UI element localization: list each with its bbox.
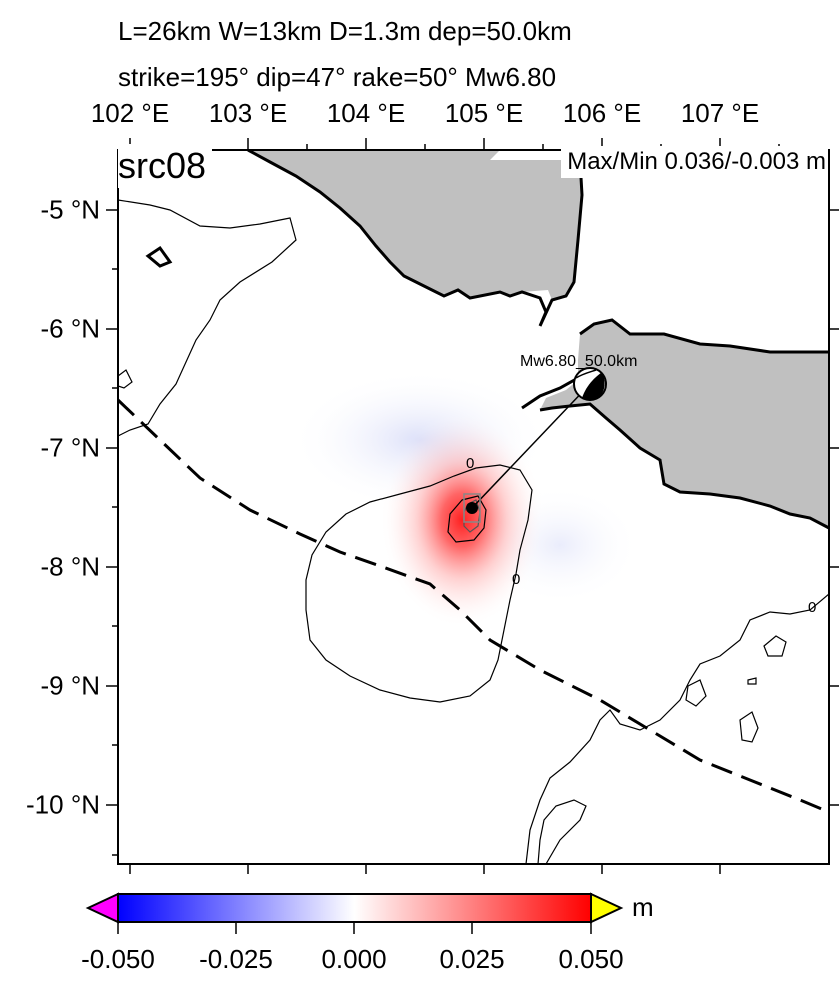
zero-contour-outer-west [118,199,297,437]
colorbar-tick-label: 0.025 [439,944,505,974]
colorbar-under-triangle [85,892,119,924]
lat-tick-label: -9 °N [40,670,100,701]
beachball-label: Mw6.80_50.0km [520,353,637,370]
contour-label: 0 [808,599,816,616]
contour-label: 0 [466,455,474,472]
contour-south [537,799,587,864]
map-content [118,150,829,864]
land-java [540,320,829,528]
contour-label-group: 0 0 0 [466,455,816,616]
positive-displacement-lobe [380,412,544,628]
trench-line [118,398,829,814]
source-marker [466,502,478,514]
colorbar-tick-label: 0.050 [558,944,624,974]
panel-label: src08 [118,144,213,188]
lat-tick-label: -10 °N [26,789,100,820]
fault-plane [463,493,481,523]
lon-tick-label: 102 °E [90,98,170,128]
left-ticks [106,209,118,856]
beachball-icon [573,367,607,401]
title-line-2: strike=195° dip=47° rake=50° Mw6.80 [118,62,557,92]
contour-east-loop-2 [763,635,787,657]
bottom-ticks [129,864,721,874]
lon-tick-label: 103 °E [208,98,288,128]
coastline-java [539,318,829,530]
lon-tick-label: 107 °E [680,98,760,128]
colorbar-tick-label: -0.025 [199,944,273,974]
island-outline [145,245,173,268]
colorbar-gradient [117,893,592,923]
colorbar-tick-label: -0.050 [81,944,155,974]
lon-tick-label: 106 °E [562,98,642,128]
lat-tick-label: -6 °N [40,313,100,344]
contour-small-dot [747,677,757,685]
colorbar-tick-label: 0.000 [321,944,387,974]
lat-tick-label: -8 °N [40,551,100,582]
contour-east-loop-3 [739,711,759,743]
contour-west-loop [118,369,133,389]
lat-tick-label: -5 °N [40,194,100,225]
colorbar-over-triangle [590,892,624,924]
colorbar [85,892,624,934]
colorbar-unit-label: m [632,892,654,922]
max-min-label: Max/Min 0.036/-0.003 m [561,146,828,178]
zero-contour-southeast [525,593,829,864]
right-ticks [829,209,839,806]
lon-tick-label: 105 °E [444,98,524,128]
land-sumatra [248,150,582,300]
contour-label: 0 [512,571,520,588]
title-line-1: L=26km W=13km D=1.3m dep=50.0km [118,16,572,46]
contour-east-loop [685,679,707,707]
lat-tick-label: -7 °N [40,432,100,463]
coastline-sumatra [247,150,584,327]
lon-tick-label: 104 °E [326,98,406,128]
source-epicenter-line [471,383,591,509]
coastline-west-java [521,376,579,410]
zero-contour-source [305,464,533,703]
